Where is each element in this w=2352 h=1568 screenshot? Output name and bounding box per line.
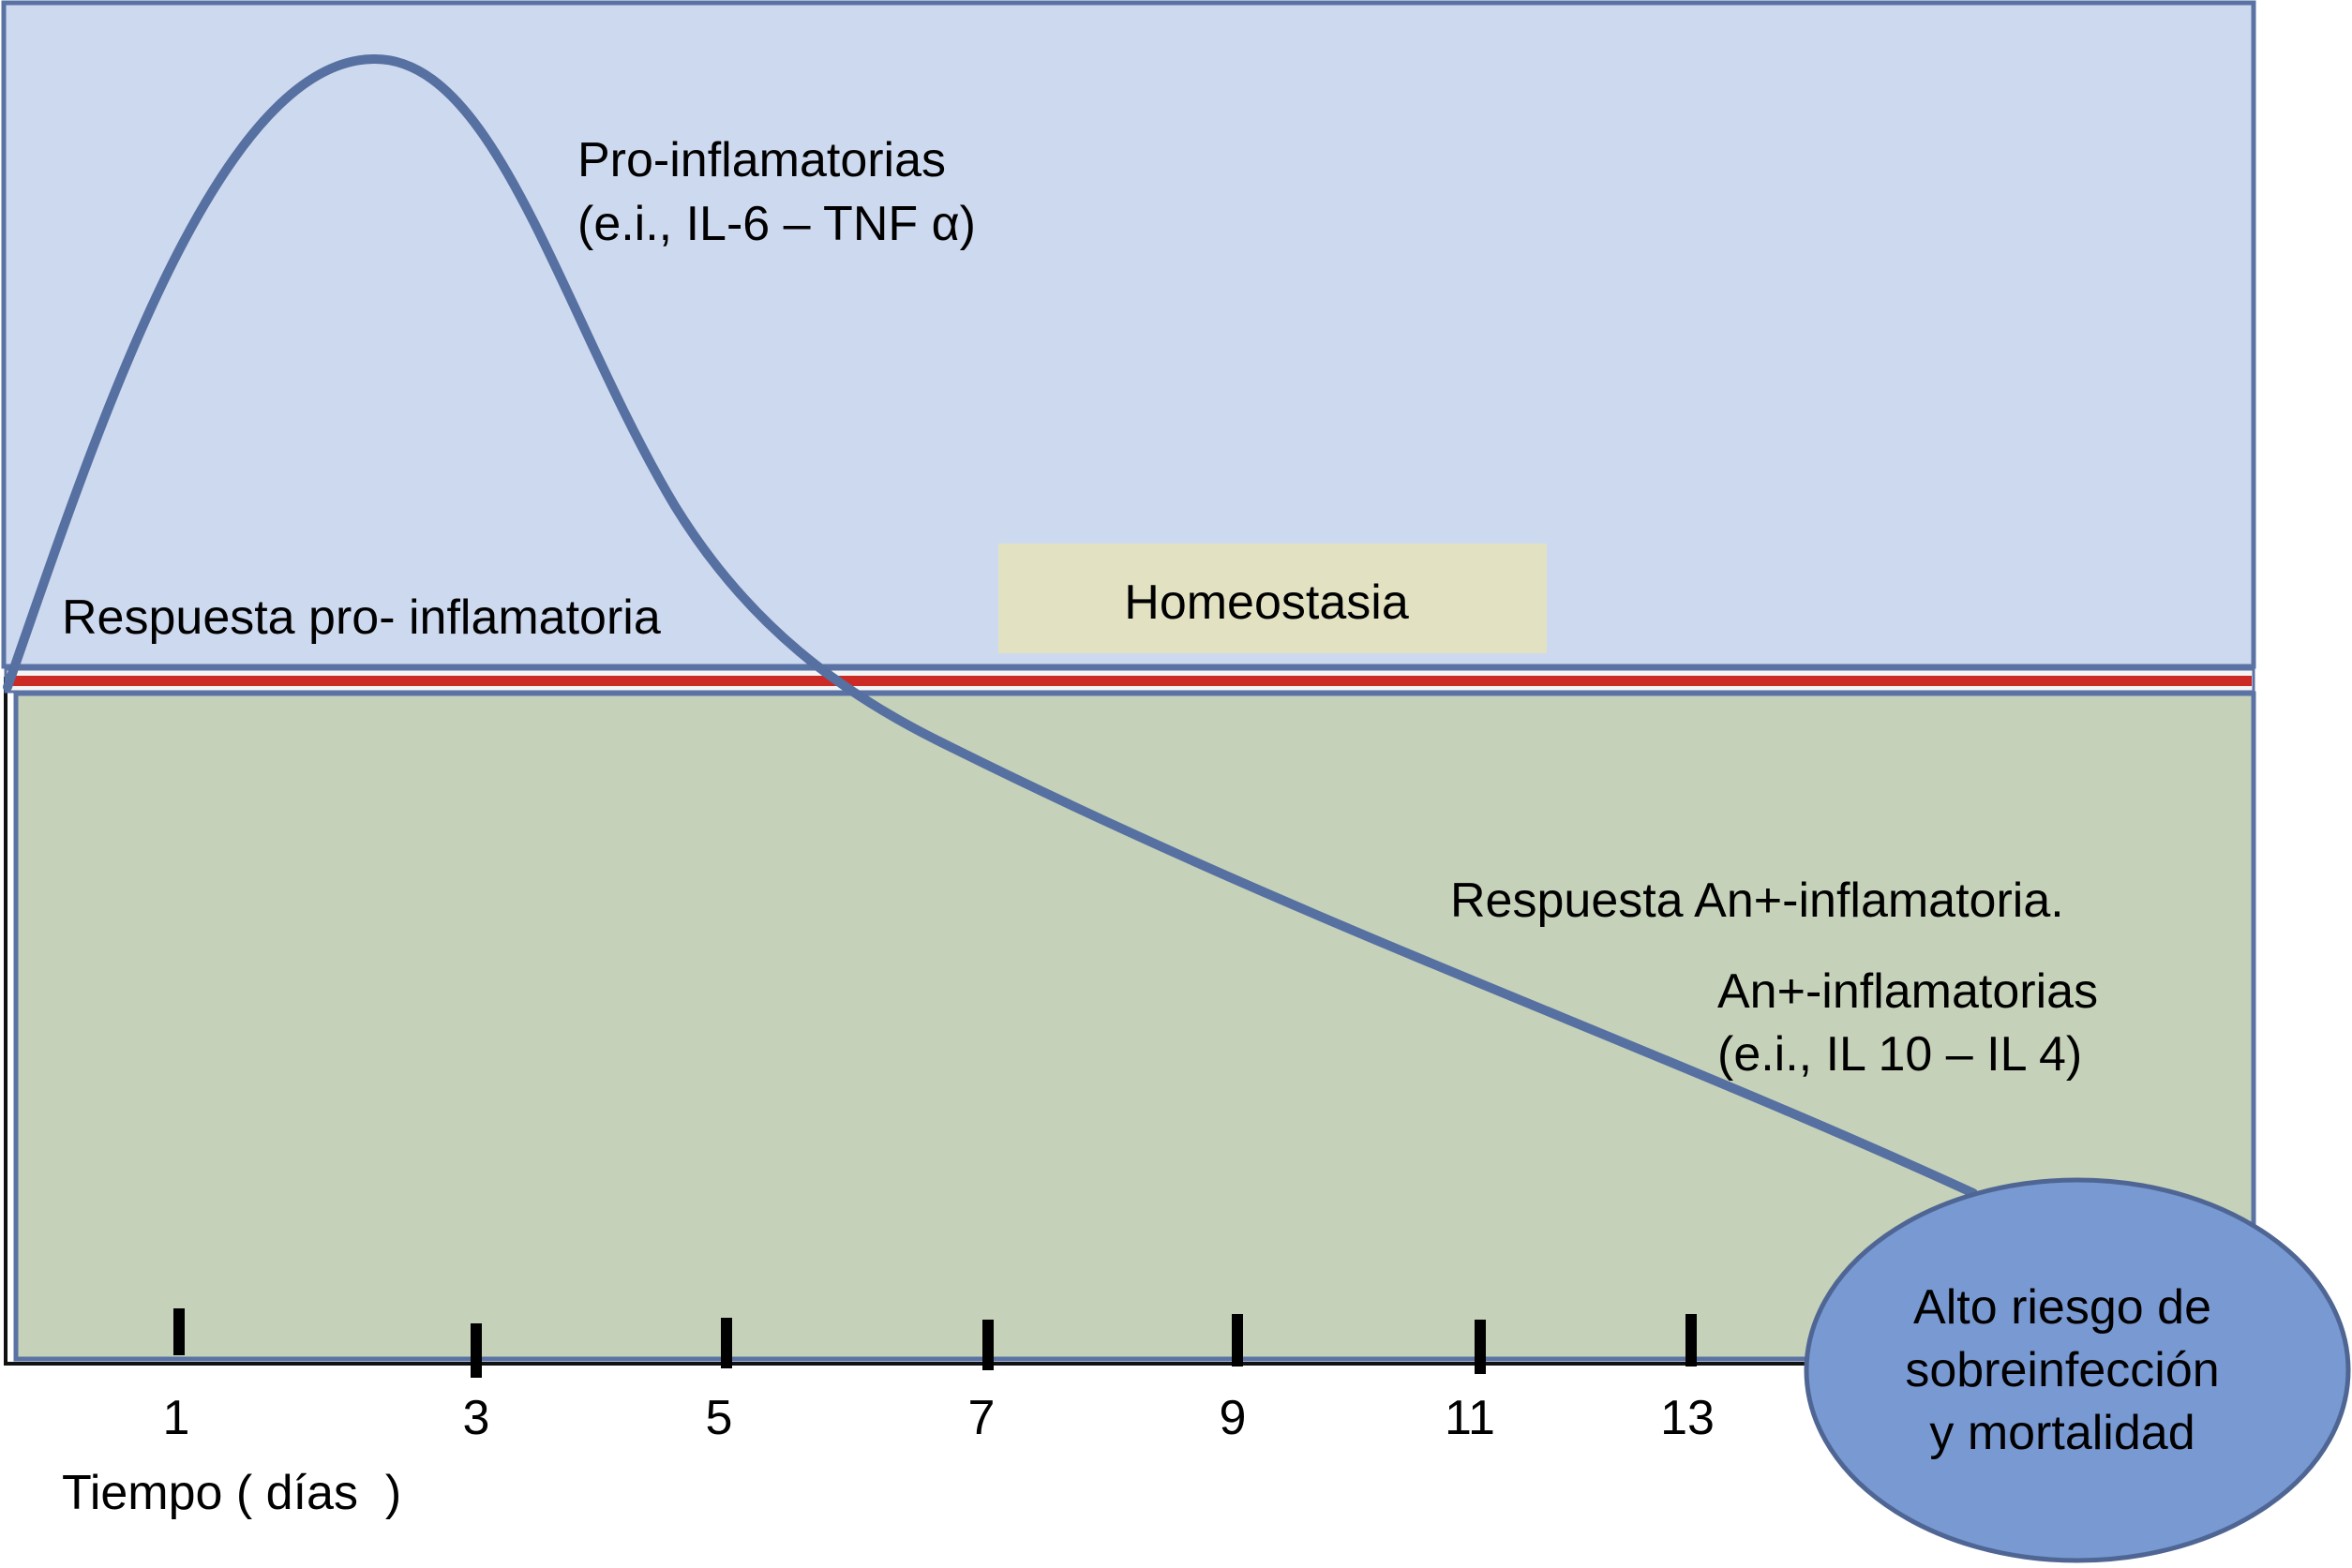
pro-inflammatory-examples: (e.i., IL-6 – TNF α) [577,197,976,251]
anti-inflammatory-examples: (e.i., IL 10 – IL 4) [1717,1027,2082,1082]
tick-label: 5 [706,1391,733,1445]
risk-label-line-1: Alto riesgo de [1913,1280,2211,1335]
x-axis-ticks [173,1308,1697,1378]
homeostasis-baseline [7,676,2252,686]
risk-label-line-2: sobreinfección [1905,1343,2219,1397]
homeostasis-box [998,544,1547,653]
tick-label: 9 [1220,1391,1247,1445]
tick-label: 11 [1445,1391,1495,1445]
homeostasis-label: Homeostasia [1124,575,1409,630]
tick-label: 1 [163,1391,190,1445]
pro-inflammatory-response-label: Respuesta pro- inflamatoria [62,590,661,645]
tick-label: 7 [968,1391,996,1445]
tick-label: 3 [463,1391,490,1445]
tick-label: 13 [1660,1391,1715,1445]
lower-frame [4,677,1931,1366]
pro-inflammatory-title: Pro-inflamatorias [577,133,946,187]
x-axis-title: Tiempo ( días ) [62,1466,401,1520]
high-risk-ellipse [1804,1177,2351,1563]
cytokine-response-curve [3,53,1978,1198]
risk-label-line-3: y mortalidad [1929,1406,2195,1460]
x-axis-tick-labels: 1 3 5 7 9 11 13 [163,1391,1715,1445]
anti-inflammatory-title: An+-inflamatorias [1717,964,2098,1019]
anti-inflammatory-response-label: Respuesta An+-inflamatoria. [1450,874,2064,928]
